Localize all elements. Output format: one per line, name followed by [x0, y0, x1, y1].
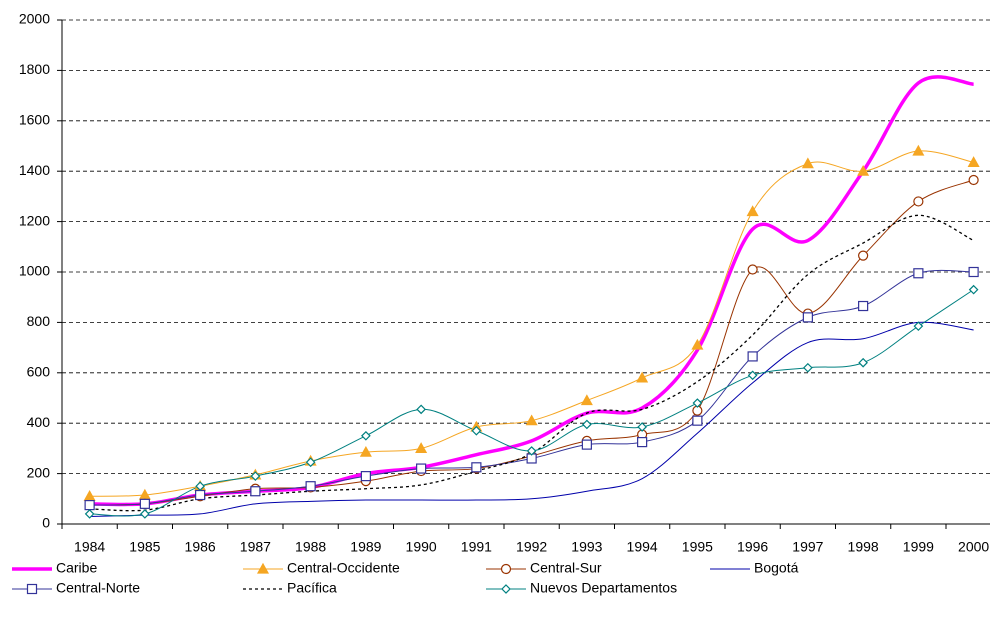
marker — [526, 446, 537, 456]
y-tick-label: 1600 — [19, 112, 50, 128]
legend-label: Caribe — [56, 560, 97, 576]
marker — [691, 338, 704, 350]
marker — [858, 357, 868, 368]
x-tick-label: 2000 — [958, 539, 989, 555]
marker — [803, 362, 813, 373]
y-tick-label: 400 — [27, 414, 51, 430]
series-line — [89, 75, 974, 507]
marker — [305, 481, 316, 492]
marker — [140, 509, 150, 519]
marker — [802, 312, 813, 323]
marker — [968, 266, 979, 278]
y-tick-label: 600 — [27, 364, 51, 380]
marker — [858, 250, 869, 261]
legend-label: Central-Occidente — [287, 560, 400, 576]
marker — [967, 156, 980, 167]
marker — [256, 562, 270, 574]
marker — [525, 414, 538, 426]
marker — [912, 144, 925, 156]
marker — [692, 415, 703, 426]
x-tick-label: 1998 — [848, 539, 879, 555]
x-tick-label: 1990 — [406, 539, 437, 555]
y-tick-label: 1200 — [19, 212, 50, 228]
x-tick-label: 1991 — [461, 539, 492, 555]
series-line — [89, 321, 974, 517]
marker — [746, 205, 759, 217]
y-tick-label: 200 — [27, 464, 51, 480]
marker — [139, 498, 150, 509]
marker — [637, 422, 647, 432]
marker — [968, 284, 979, 295]
marker — [801, 157, 814, 169]
marker — [858, 300, 869, 312]
marker — [581, 439, 592, 450]
marker — [501, 584, 511, 594]
marker — [305, 457, 316, 468]
marker — [84, 500, 95, 511]
marker — [359, 445, 372, 457]
marker — [913, 321, 924, 332]
marker — [747, 264, 758, 275]
marker — [416, 463, 427, 474]
x-tick-label: 1999 — [903, 539, 934, 555]
x-tick-label: 1984 — [74, 539, 105, 555]
x-tick-label: 1992 — [516, 539, 547, 555]
marker — [500, 563, 512, 575]
legend-label: Nuevos Departamentos — [530, 580, 677, 596]
legend-label: Pacífica — [287, 580, 337, 596]
marker — [913, 268, 924, 279]
marker — [857, 164, 870, 176]
y-tick-label: 0 — [42, 515, 50, 531]
marker — [747, 351, 758, 362]
marker — [913, 196, 924, 207]
series-line — [89, 269, 974, 506]
x-tick-label: 1988 — [295, 539, 326, 555]
marker — [636, 371, 649, 383]
x-tick-label: 1987 — [240, 539, 271, 555]
x-tick-label: 1985 — [129, 539, 160, 555]
marker — [580, 394, 593, 406]
y-tick-label: 1800 — [19, 61, 50, 77]
marker — [637, 437, 648, 448]
marker — [250, 486, 261, 497]
marker — [26, 583, 38, 595]
series-line — [89, 214, 974, 512]
x-tick-label: 1989 — [350, 539, 381, 555]
x-tick-label: 1994 — [627, 539, 658, 555]
marker — [471, 462, 482, 473]
x-tick-label: 1997 — [792, 539, 823, 555]
series-line — [89, 150, 974, 497]
marker — [415, 442, 428, 453]
y-tick-label: 2000 — [19, 11, 50, 27]
legend-label: Central-Sur — [530, 560, 602, 576]
y-tick-label: 800 — [27, 313, 51, 329]
marker — [195, 481, 205, 492]
x-tick-label: 1996 — [737, 539, 768, 555]
x-tick-label: 1986 — [185, 539, 216, 555]
x-tick-label: 1993 — [571, 539, 602, 555]
marker — [968, 174, 979, 186]
marker — [361, 430, 371, 441]
x-tick-label: 1995 — [682, 539, 713, 555]
legend-label: Bogotá — [754, 560, 799, 576]
marker — [692, 398, 703, 408]
y-tick-label: 1000 — [19, 263, 50, 279]
marker — [416, 404, 426, 415]
marker — [582, 419, 592, 430]
marker — [195, 489, 206, 501]
legend-label: Central-Norte — [56, 580, 140, 596]
marker — [84, 509, 95, 519]
marker — [471, 425, 482, 436]
marker — [250, 471, 261, 481]
marker — [747, 370, 758, 381]
marker — [360, 471, 371, 482]
y-tick-label: 1400 — [19, 162, 50, 178]
